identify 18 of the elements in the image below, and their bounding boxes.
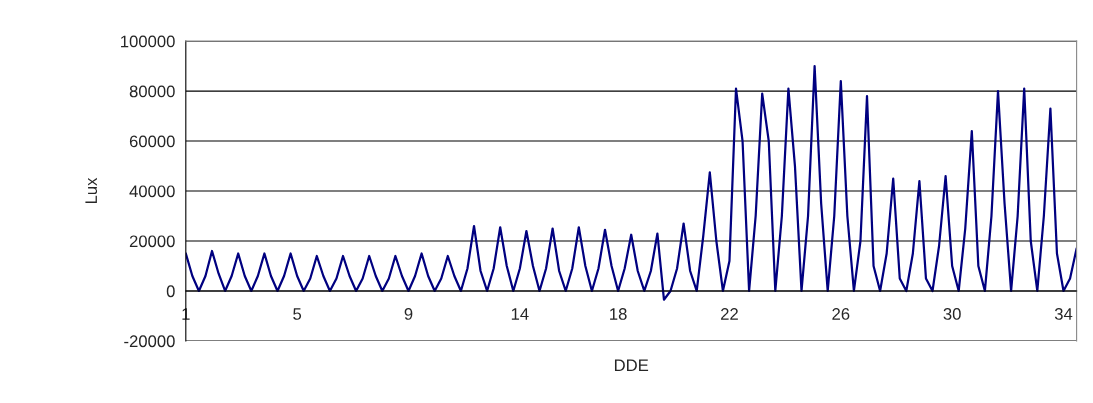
x-tick-label: 30 — [943, 308, 961, 320]
x-tick-label: 22 — [721, 308, 738, 320]
y-tick-label: -20000 — [124, 335, 175, 348]
x-tick-label: 18 — [610, 308, 627, 320]
x-tick-label: 14 — [511, 308, 529, 320]
y-tick-label: 80000 — [129, 85, 175, 98]
x-tick-label: 9 — [404, 308, 413, 320]
line-series — [185, 64, 1077, 301]
y-tick-label: 100000 — [121, 35, 175, 48]
y-axis-title: Lux — [85, 177, 98, 204]
y-tick-label: 40000 — [129, 185, 175, 198]
x-tick-label: 34 — [1054, 308, 1073, 320]
y-tick-label: 20000 — [129, 235, 175, 248]
x-axis-title: DDE — [614, 359, 649, 372]
x-tick-label: 26 — [832, 308, 850, 320]
y-tick-label: 0 — [166, 285, 175, 298]
y-tick-label: 60000 — [129, 135, 175, 148]
x-tick-label: 5 — [293, 308, 302, 320]
